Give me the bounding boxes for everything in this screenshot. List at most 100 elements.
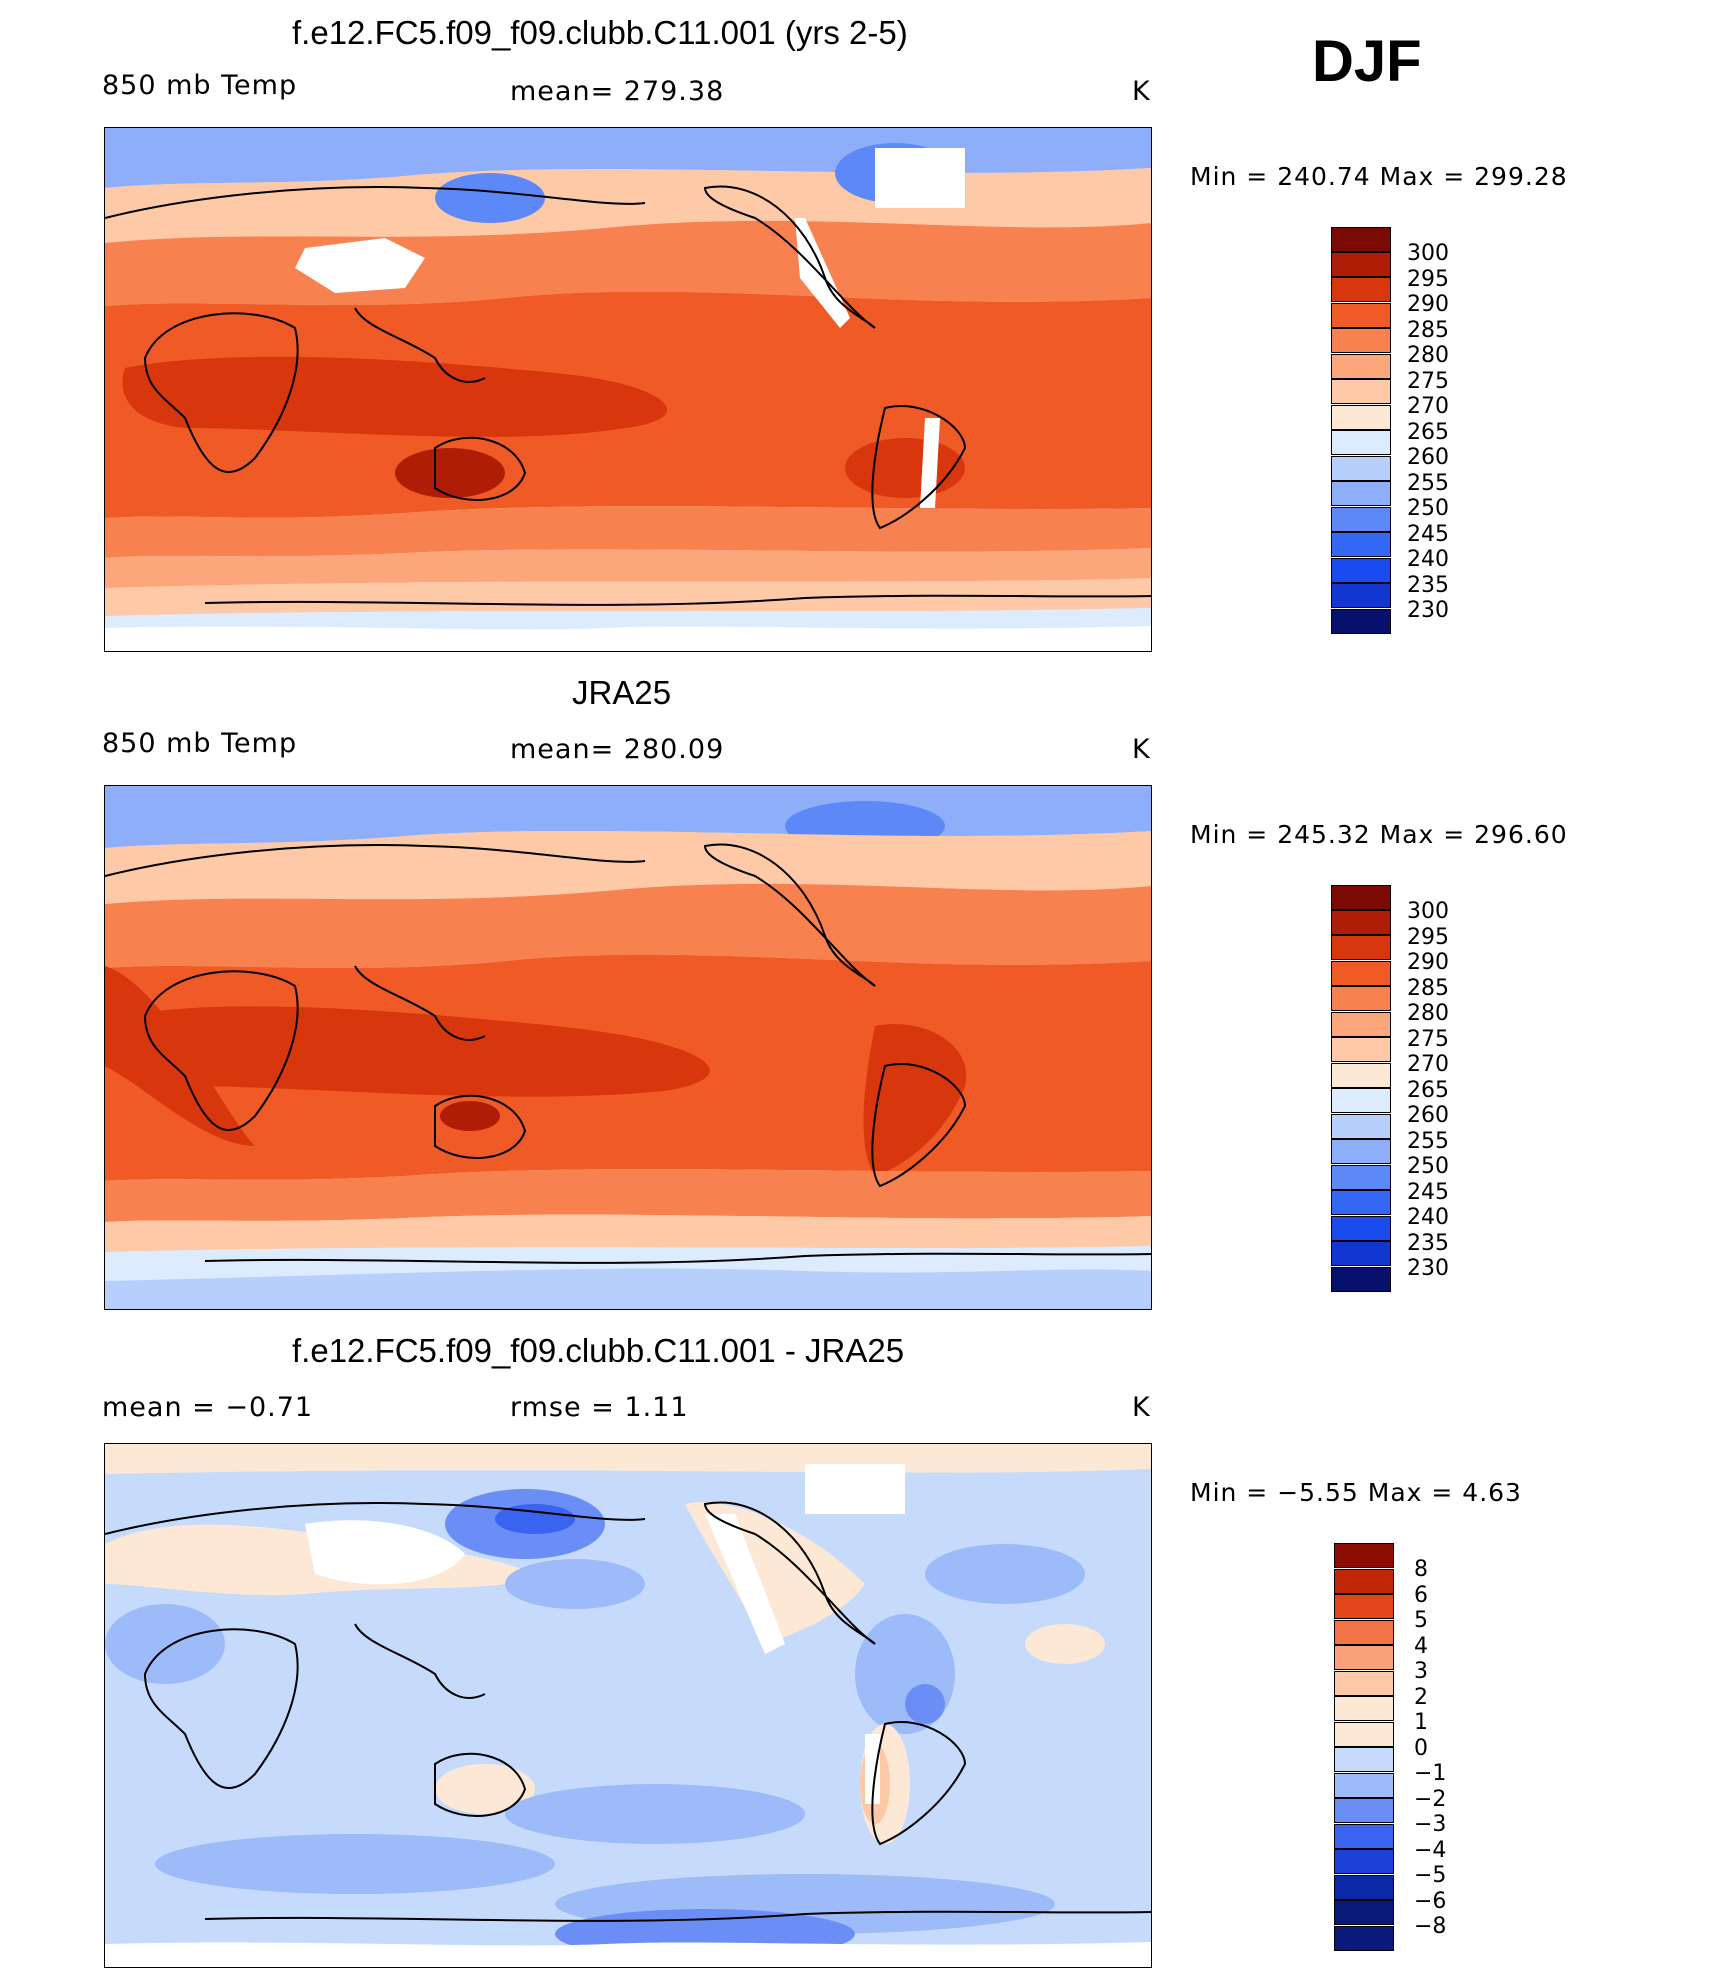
colorbar-swatch	[1334, 1926, 1394, 1951]
colorbar-swatch	[1331, 252, 1391, 277]
panel-2-title: JRA25	[572, 674, 672, 711]
colorbar-label: 245	[1407, 522, 1449, 547]
colorbar-swatch	[1334, 1620, 1394, 1645]
colorbar-label: 275	[1407, 369, 1449, 394]
colorbar-swatch	[1331, 1037, 1391, 1062]
colorbar-label: 285	[1407, 976, 1449, 1001]
colorbar-label: 230	[1407, 598, 1449, 623]
colorbar-swatch	[1331, 1267, 1391, 1292]
colorbar-swatch	[1331, 1190, 1391, 1215]
colorbar-swatch	[1331, 456, 1391, 481]
panel-2-minmax: Min = 245.32 Max = 296.60	[1190, 820, 1568, 849]
colorbar-swatch	[1331, 481, 1391, 506]
colorbar-swatch	[1331, 583, 1391, 608]
colorbar-label: 6	[1414, 1583, 1428, 1608]
colorbar-label: 8	[1414, 1557, 1428, 1582]
colorbar-swatch	[1331, 303, 1391, 328]
colorbar-swatch	[1331, 1088, 1391, 1113]
panel-2-variable: 850 mb Temp	[102, 728, 298, 759]
colorbar-swatch	[1331, 910, 1391, 935]
colorbar-swatch	[1331, 354, 1391, 379]
colorbar-label: 235	[1407, 1231, 1449, 1256]
colorbar-swatch	[1331, 507, 1391, 532]
colorbar-swatch	[1334, 1645, 1394, 1670]
colorbar-swatch	[1331, 277, 1391, 302]
colorbar-swatch	[1334, 1671, 1394, 1696]
season-label: DJF	[1312, 29, 1422, 94]
colorbar-label: 270	[1407, 1052, 1449, 1077]
colorbar-label: 4	[1414, 1634, 1428, 1659]
colorbar-swatch	[1331, 935, 1391, 960]
panel-3-title: f.e12.FC5.f09_f09.clubb.C11.001 - JRA25	[292, 1332, 905, 1369]
band	[105, 626, 1151, 651]
colorbar-swatch	[1331, 1216, 1391, 1241]
colorbar-swatch	[1331, 986, 1391, 1011]
band	[845, 438, 965, 498]
panel-2-map	[104, 785, 1152, 1310]
colorbar-swatch	[1331, 1063, 1391, 1088]
panel-2-units: K	[1132, 734, 1151, 765]
panel-1-units: K	[1132, 76, 1151, 107]
colorbar-label: 285	[1407, 318, 1449, 343]
colorbar-swatch	[1331, 1114, 1391, 1139]
colorbar-label: 280	[1407, 1001, 1449, 1026]
colorbar-swatch	[1331, 1241, 1391, 1266]
colorbar-swatch	[1331, 227, 1391, 252]
colorbar-label: 240	[1407, 1205, 1449, 1230]
panel-1-variable: 850 mb Temp	[102, 70, 298, 101]
colorbar-label: −1	[1414, 1761, 1447, 1786]
colorbar-label: 255	[1407, 471, 1449, 496]
colorbar-label: 1	[1414, 1710, 1428, 1735]
colorbar-label: 275	[1407, 1027, 1449, 1052]
colorbar-swatch	[1331, 558, 1391, 583]
colorbar-label: −3	[1414, 1812, 1447, 1837]
colorbar-swatch	[1334, 1696, 1394, 1721]
colorbar-swatch	[1331, 609, 1391, 634]
band	[395, 448, 505, 498]
colorbar-label: 265	[1407, 420, 1449, 445]
colorbar-label: −6	[1414, 1889, 1447, 1914]
colorbar-swatch	[1331, 1139, 1391, 1164]
band	[105, 548, 1151, 588]
colorbar-label: 290	[1407, 950, 1449, 975]
panel-3-units: K	[1132, 1392, 1151, 1423]
colorbar-label: −5	[1414, 1863, 1447, 1888]
panel-3-mean: mean = −0.71	[102, 1392, 314, 1423]
colorbar-swatch	[1334, 1875, 1394, 1900]
panel-1-mean: mean= 279.38	[510, 76, 725, 107]
colorbar-swatch	[1334, 1773, 1394, 1798]
colorbar-swatch	[1334, 1543, 1394, 1568]
colorbar-label: −8	[1414, 1914, 1447, 1939]
panel-1-minmax: Min = 240.74 Max = 299.28	[1190, 162, 1568, 191]
colorbar-swatch	[1331, 405, 1391, 430]
colorbar-label: 300	[1407, 899, 1449, 924]
colorbar-swatch	[1331, 532, 1391, 557]
colorbar-label: 250	[1407, 496, 1449, 521]
colorbar-swatch	[1334, 1900, 1394, 1925]
colorbar-swatch	[1334, 1798, 1394, 1823]
colorbar-label: 260	[1407, 445, 1449, 470]
panel-3-rmse: rmse = 1.11	[510, 1392, 689, 1423]
colorbar-label: 0	[1414, 1736, 1428, 1761]
colorbar-swatch	[1331, 328, 1391, 353]
panel-2-mean: mean= 280.09	[510, 734, 725, 765]
band	[105, 578, 1151, 616]
colorbar-swatch	[1331, 961, 1391, 986]
colorbar-label: 245	[1407, 1180, 1449, 1205]
band	[105, 506, 1151, 558]
colorbar-swatch	[1334, 1849, 1394, 1874]
panel-3-map	[104, 1443, 1152, 1968]
colorbar-label: 2	[1414, 1685, 1428, 1710]
colorbar-label: 240	[1407, 547, 1449, 572]
colorbar-label: 280	[1407, 343, 1449, 368]
panel-1-map	[104, 127, 1152, 652]
colorbar-swatch	[1331, 379, 1391, 404]
colorbar-swatch	[1331, 430, 1391, 455]
colorbar-label: 295	[1407, 925, 1449, 950]
colorbar-label: 230	[1407, 1256, 1449, 1281]
colorbar-swatch	[1331, 1165, 1391, 1190]
colorbar-label: 290	[1407, 292, 1449, 317]
colorbar-swatch	[1334, 1722, 1394, 1747]
colorbar-label: −4	[1414, 1838, 1447, 1863]
colorbar-label: 250	[1407, 1154, 1449, 1179]
